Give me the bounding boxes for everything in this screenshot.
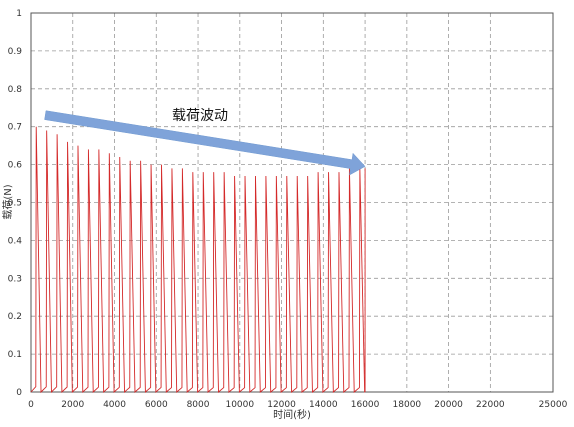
annotation-label: 载荷波动 (172, 108, 228, 124)
x-tick-labels: 0 2000 4000 6000 8000 10000 12000 14000 16000 180… (28, 400, 567, 410)
y-tick-label: 1 (16, 9, 22, 19)
trend-arrow (44, 110, 366, 176)
y-axis-title: 载荷(N) (2, 184, 14, 219)
grid (31, 13, 553, 392)
x-tick-label: 0 (28, 400, 34, 410)
x-tick-label: 16000 (351, 400, 380, 410)
x-tick-label: 18000 (393, 400, 422, 410)
x-tick-label: 25000 (539, 400, 568, 410)
x-tick-label: 22000 (476, 400, 505, 410)
x-tick-label: 2000 (61, 400, 84, 410)
y-tick-label: 0.2 (8, 312, 22, 322)
y-tick-label: 0.4 (8, 236, 23, 246)
annotation-arrow-group (44, 110, 366, 176)
y-tick-label: 0.5 (8, 199, 22, 209)
series-line-0 (30, 126, 366, 394)
x-tick-label: 12000 (267, 400, 296, 410)
x-tick-label: 6000 (145, 400, 168, 410)
y-tick-label: 0.7 (8, 123, 22, 133)
x-tick-label: 4000 (103, 400, 126, 410)
y-tick-label: 0.1 (8, 350, 22, 360)
x-tick-label: 20000 (434, 400, 463, 410)
y-tick-label: 0 (16, 388, 22, 398)
x-tick-label: 8000 (187, 400, 210, 410)
y-tick-label: 0.6 (8, 161, 23, 171)
series-group (30, 126, 366, 394)
x-axis-title: 时间(秒) (273, 408, 311, 421)
y-tick-labels: 0 0.1 0.2 0.3 0.4 0.5 0.6 0.7 0.8 0.9 1 (8, 9, 23, 398)
y-tick-label: 0.9 (8, 47, 23, 57)
x-tick-label: 14000 (309, 400, 338, 410)
y-tick-label: 0.8 (8, 85, 23, 95)
x-tick-label: 10000 (225, 400, 254, 410)
y-tick-label: 0.3 (8, 274, 22, 284)
